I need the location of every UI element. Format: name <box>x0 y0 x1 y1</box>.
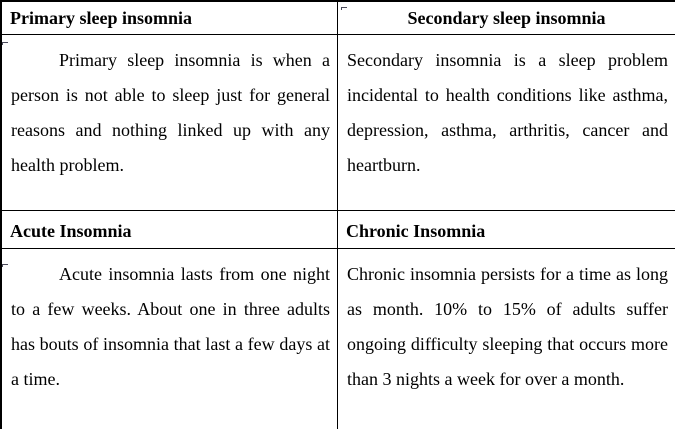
paragraph-secondary-definition: Secondary insomnia is a sleep problem in… <box>347 50 668 175</box>
paragraph-primary-definition: Primary sleep insomnia is when a person … <box>11 50 330 175</box>
artifact-tick-mark <box>2 42 8 45</box>
artifact-tick-mark <box>341 7 347 10</box>
body-cell-secondary-sleep-insomnia: Secondary insomnia is a sleep problem in… <box>337 34 675 210</box>
header-cell-acute-insomnia: Acute Insomnia <box>2 210 337 248</box>
artifact-tick-mark <box>2 264 8 267</box>
body-cell-acute-insomnia: Acute insomnia lasts from one night to a… <box>2 248 337 429</box>
header-cell-secondary-sleep-insomnia: Secondary sleep insomnia <box>337 2 675 34</box>
body-cell-primary-sleep-insomnia: Primary sleep insomnia is when a person … <box>2 34 337 210</box>
paragraph-chronic-definition: Chronic insomnia persists for a time as … <box>347 264 668 389</box>
header-cell-chronic-insomnia: Chronic Insomnia <box>337 210 675 248</box>
body-cell-chronic-insomnia: Chronic insomnia persists for a time as … <box>337 248 675 429</box>
header-cell-primary-sleep-insomnia: Primary sleep insomnia <box>10 8 192 28</box>
paragraph-acute-definition: Acute insomnia lasts from one night to a… <box>11 264 330 389</box>
